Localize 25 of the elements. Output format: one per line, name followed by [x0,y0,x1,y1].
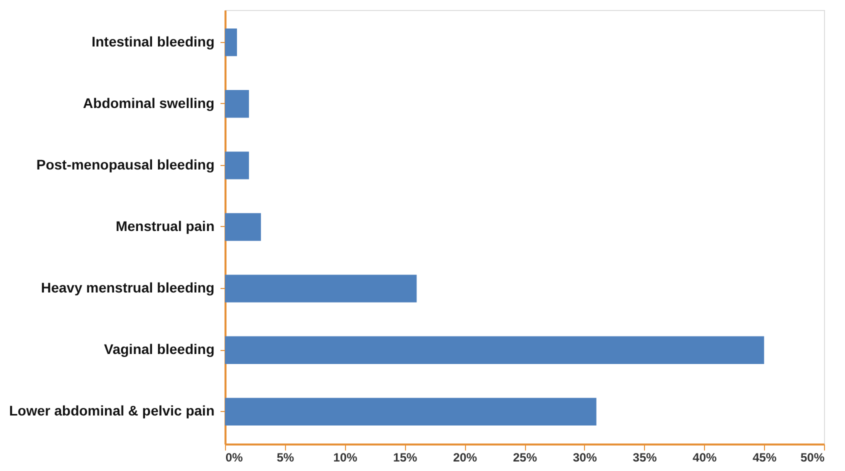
x-tick-label: 0% [226,450,244,464]
x-tick-label: 10% [333,450,358,464]
x-tick-label: 35% [632,450,658,464]
x-tick-label: 5% [276,450,294,464]
x-tick-label: 25% [512,450,538,464]
y-tick-label: Heavy menstrual bleeding [40,280,214,296]
bar [225,398,596,426]
x-tick-label: 15% [393,450,418,464]
x-tick-label: 20% [453,450,478,464]
bar [225,274,417,302]
y-tick-label: Post-menopausal bleeding [36,156,214,172]
x-tick-label: 50% [800,450,825,464]
y-tick-label: Lower abdominal & pelvic pain [9,402,214,419]
y-tick-label: Abdominal swelling [83,94,214,111]
bar [225,152,249,180]
y-tick-label: Menstrual pain [116,218,214,234]
bar [225,213,261,241]
y-tick-label: Vaginal bleeding [104,341,214,358]
x-tick-label: 45% [752,450,777,464]
x-tick-label: 40% [692,450,718,464]
bar [225,28,237,56]
x-tick-label: 30% [572,450,598,464]
bar [225,90,249,118]
bar [225,336,764,364]
y-tick-label: Intestinal bleeding [92,33,214,50]
